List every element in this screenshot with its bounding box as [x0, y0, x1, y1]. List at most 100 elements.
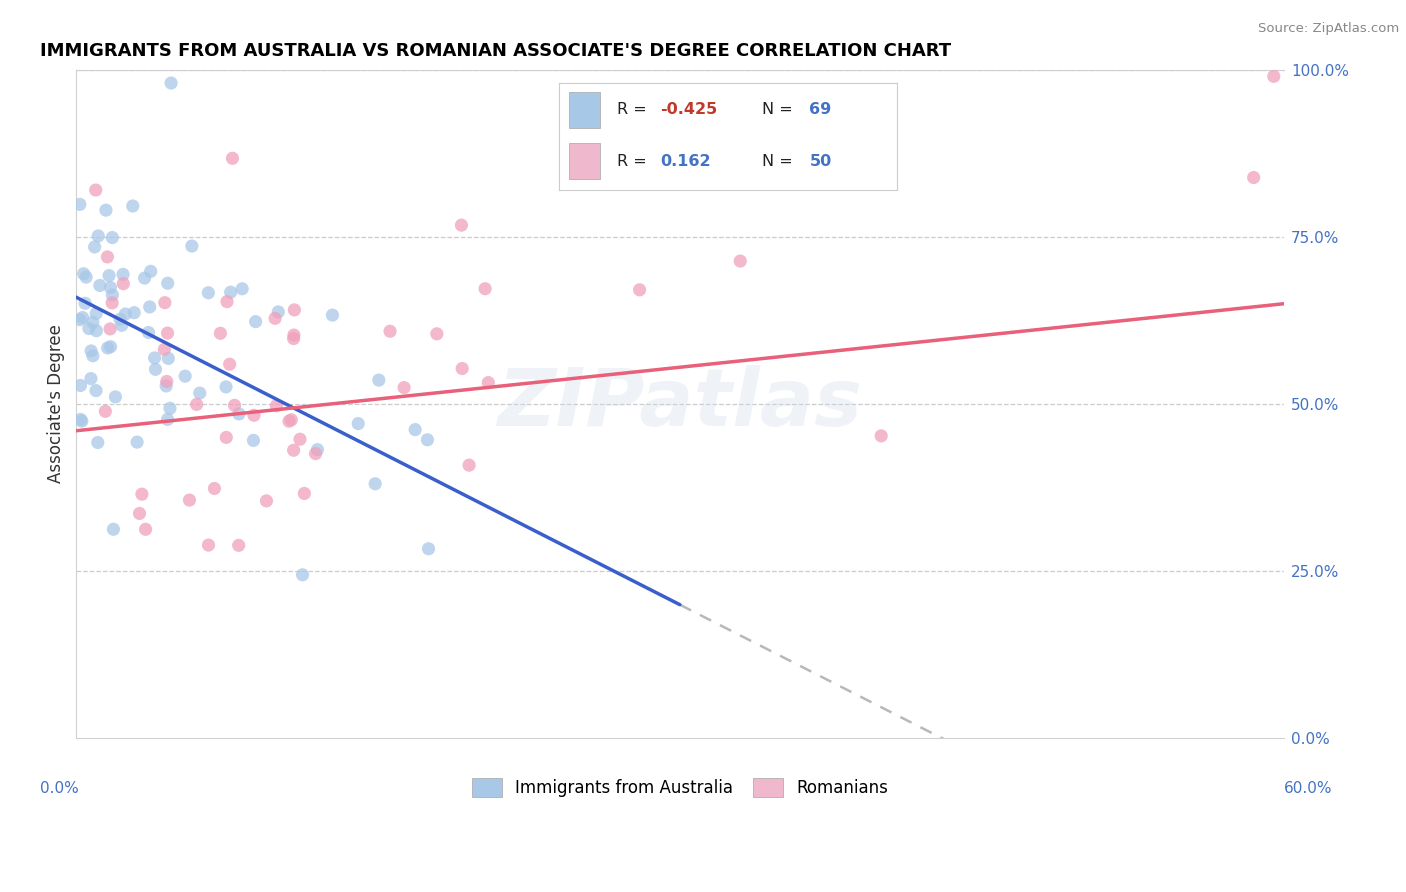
Point [156, 412, 179, 426]
Text: 60.0%: 60.0% [1284, 781, 1333, 796]
Text: Source: ZipAtlas.com: Source: ZipAtlas.com [1258, 22, 1399, 36]
Point [84, 183, 107, 197]
Point [474, 282, 496, 296]
Point [450, 218, 472, 232]
Point [283, 302, 305, 317]
Point [307, 442, 329, 457]
Point [215, 430, 238, 444]
Point [728, 254, 751, 268]
Point [283, 328, 305, 343]
Point [242, 434, 264, 448]
Point [112, 268, 135, 282]
Point [179, 493, 201, 508]
Point [156, 277, 179, 291]
Point [267, 305, 290, 319]
Point [280, 413, 302, 427]
Point [101, 230, 124, 244]
Point [155, 379, 177, 393]
Point [283, 443, 305, 458]
Point [138, 300, 160, 314]
Point [69, 412, 91, 426]
Point [870, 429, 893, 443]
Point [131, 487, 153, 501]
Text: 0.0%: 0.0% [39, 781, 79, 796]
Point [114, 307, 136, 321]
Point [159, 401, 181, 416]
Point [451, 361, 474, 376]
Point [96, 250, 118, 264]
Point [197, 285, 219, 300]
Point [104, 390, 127, 404]
Point [98, 322, 121, 336]
Point [101, 296, 124, 310]
Point [218, 357, 240, 371]
Point [228, 407, 250, 421]
Point [266, 399, 288, 413]
Legend: Immigrants from Australia, Romanians: Immigrants from Australia, Romanians [465, 771, 894, 804]
Point [122, 306, 145, 320]
Point [112, 277, 135, 291]
Point [304, 447, 326, 461]
Point [416, 433, 439, 447]
Point [157, 351, 180, 366]
Point [231, 282, 253, 296]
Point [127, 435, 149, 450]
Point [110, 312, 132, 326]
Point [84, 306, 107, 320]
Point [245, 315, 267, 329]
Point [256, 494, 278, 508]
Point [477, 376, 499, 390]
Point [70, 414, 93, 428]
Point [204, 482, 226, 496]
Point [628, 283, 651, 297]
Point [174, 369, 197, 384]
Point [100, 340, 122, 354]
Point [134, 271, 156, 285]
Point [347, 417, 370, 431]
Point [219, 285, 242, 300]
Y-axis label: Associate's Degree: Associate's Degree [46, 325, 65, 483]
Point [145, 362, 167, 376]
Point [138, 326, 160, 340]
Point [69, 378, 91, 392]
Text: ZIPatlas: ZIPatlas [498, 365, 862, 443]
Point [89, 278, 111, 293]
Point [72, 310, 94, 325]
Point [83, 240, 105, 254]
Point [72, 267, 94, 281]
Point [292, 486, 315, 500]
Point [153, 295, 176, 310]
Point [139, 264, 162, 278]
Point [94, 404, 117, 418]
Point [186, 397, 208, 411]
Point [75, 270, 97, 285]
Point [128, 507, 150, 521]
Point [100, 280, 122, 294]
Point [86, 324, 108, 338]
Point [288, 432, 311, 446]
Point [80, 343, 103, 358]
Point [209, 326, 232, 341]
Point [221, 151, 243, 165]
Point [97, 341, 120, 355]
Point [69, 197, 91, 211]
Point [135, 522, 157, 536]
Point [426, 326, 449, 341]
Point [98, 268, 121, 283]
Point [378, 324, 401, 338]
Point [215, 294, 238, 309]
Point [75, 296, 97, 310]
Point [364, 476, 387, 491]
Point [111, 318, 134, 333]
Point [69, 312, 91, 326]
Point [392, 381, 415, 395]
Point [143, 351, 166, 365]
Point [153, 343, 176, 357]
Point [215, 380, 238, 394]
Point [283, 332, 305, 346]
Point [1243, 170, 1265, 185]
Point [121, 199, 143, 213]
Point [103, 522, 125, 536]
Point [101, 288, 124, 302]
Point [291, 567, 314, 582]
